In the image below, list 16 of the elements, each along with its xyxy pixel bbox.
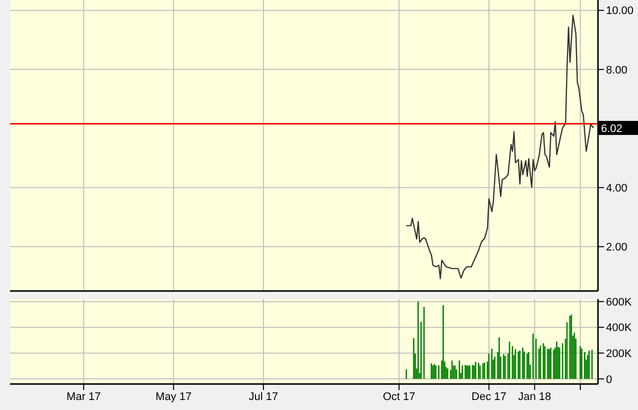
x-tick-label: Jul 17 — [248, 390, 278, 403]
x-tick-label: May 17 — [156, 390, 192, 403]
y-tick-label: 0 — [606, 374, 612, 386]
y-tick-label: 600K — [606, 296, 632, 308]
x-tick-label: Oct 17 — [382, 390, 416, 403]
x-tick-label: Jan 18 — [518, 390, 552, 403]
y-tick-label: 10.00 — [606, 5, 634, 18]
y-tick-label: 400K — [606, 322, 632, 334]
x-tick-label: Dec 17 — [472, 390, 506, 403]
y-tick-label: 8.00 — [606, 64, 628, 76]
x-tick-label: Mar 17 — [66, 390, 101, 403]
line-series — [406, 14, 594, 280]
y-tick-label: 4.00 — [606, 182, 628, 195]
y-tick-label: 200K — [606, 348, 632, 360]
y-tick-label: 2.00 — [606, 242, 628, 254]
annotation: 6.02 — [601, 122, 622, 135]
